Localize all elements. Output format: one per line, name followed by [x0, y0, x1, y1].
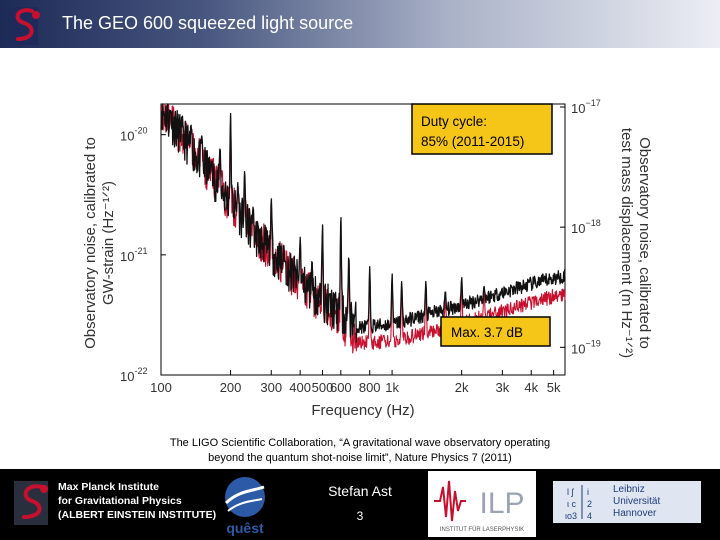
quest-logo-icon: quêst [224, 477, 265, 536]
y-tick-label-left: 10-21 [120, 246, 147, 264]
x-tick-label: 300 [260, 380, 282, 395]
quest-label: quêst [226, 520, 264, 536]
svg-text:4: 4 [587, 511, 592, 521]
series-line-black [160, 103, 566, 343]
institute-line-1: Max Planck Institute [58, 481, 159, 493]
footer-bar: Max Planck Institute for Gravitational P… [0, 469, 720, 540]
title-bar: The GEO 600 squeezed light source [0, 0, 720, 48]
y-axis-label-right: Observatory noise, calibrated to test ma… [618, 128, 653, 358]
x-tick-label: 400 [289, 380, 311, 395]
duty-cycle-value: 85% (2011-2015) [421, 134, 524, 149]
svg-text:i: i [587, 487, 589, 497]
y-tick-label-left: 10-20 [120, 126, 147, 144]
svg-text:ι c: ι c [567, 499, 577, 509]
squeezing-value: Max. 3.7 dB [451, 325, 523, 340]
squeezing-callout-box [440, 316, 551, 347]
page-number: 3 [356, 509, 364, 523]
duty-cycle-label: Duty cycle: [421, 114, 487, 129]
x-tick-label: 100 [150, 380, 172, 395]
y-axis-label-left-line2: GW-strain (Hz⁻¹ᐟ²) [100, 181, 117, 305]
luh-line-3: Hannover [613, 508, 657, 519]
x-axis-label: Frequency (Hz) [311, 402, 414, 419]
y-ticks-left: 10-22 10-21 10-20 [120, 126, 166, 384]
y-axis-label-right-line1: Observatory noise, calibrated to [636, 137, 653, 349]
duty-cycle-callout-box [411, 103, 553, 155]
luh-name: Leibniz Universität Hannover [613, 484, 660, 520]
x-tick-label: 4k [524, 380, 538, 395]
institute-line-3: (ALBERT EINSTEIN INSTITUTE) [58, 509, 217, 521]
luh-line-2: Universität [613, 496, 661, 507]
luh-mark-icon: l ʃ i ι c 2 ιo3 4 [565, 485, 592, 521]
duty-cycle-callout: Duty cycle: 85% (2011-2015) [411, 103, 553, 155]
institute-name: Max Planck Institute for Gravitational P… [58, 480, 216, 522]
series-layer [160, 103, 566, 354]
caption-line-2: beyond the quantum shot-noise limit”, Na… [208, 452, 512, 464]
plot-frame [160, 103, 566, 376]
squeezing-callout: Max. 3.7 dB [440, 316, 551, 347]
y-axis-label-left: Observatory noise, calibrated to GW-stra… [82, 137, 117, 349]
x-tick-label: 5k [547, 380, 561, 395]
svg-text:2: 2 [587, 499, 592, 509]
y-axis-label-left-line1: Observatory noise, calibrated to [82, 137, 99, 349]
aei-logo-icon [8, 7, 40, 45]
presenter-name: Stefan Ast [328, 483, 392, 499]
x-tick-label: 200 [220, 380, 242, 395]
institute-line-2: for Gravitational Physics [58, 495, 182, 507]
figure-caption: The LIGO Scientific Collaboration, “A gr… [100, 436, 620, 466]
svg-text:ιo3: ιo3 [565, 511, 577, 521]
y-ticks-right: 10−19 10−18 10−17 [560, 98, 601, 356]
x-tick-label: 1k [385, 380, 399, 395]
y-tick-label-right: 10−17 [571, 98, 601, 116]
ilp-subtitle: INSTITUT FÜR LASERPHYSIK [440, 526, 524, 533]
ilp-label: ILP [479, 487, 524, 520]
ilp-logo-icon: ILP INSTITUT FÜR LASERPHYSIK [428, 471, 536, 537]
luh-logo: l ʃ i ι c 2 ιo3 4 Leibniz Universität Ha… [553, 481, 701, 523]
svg-text:l ʃ: l ʃ [567, 487, 575, 497]
mpi-logo-icon [14, 481, 48, 525]
y-tick-label-left: 10-22 [120, 366, 147, 384]
x-tick-label: 3k [495, 380, 509, 395]
x-tick-label: 800 [359, 380, 381, 395]
luh-line-1: Leibniz [613, 484, 645, 495]
x-tick-label: 2k [455, 380, 469, 395]
slide-title: The GEO 600 squeezed light source [62, 13, 354, 33]
x-tick-label: 600 [330, 380, 352, 395]
x-tick-label: 500 [312, 380, 334, 395]
y-axis-label-right-line2: test mass displacement (m Hz⁻¹ᐟ²) [618, 128, 635, 358]
caption-line-1: The LIGO Scientific Collaboration, “A gr… [169, 437, 551, 449]
y-tick-label-right: 10−18 [571, 218, 601, 236]
y-tick-label-right: 10−19 [571, 338, 601, 356]
